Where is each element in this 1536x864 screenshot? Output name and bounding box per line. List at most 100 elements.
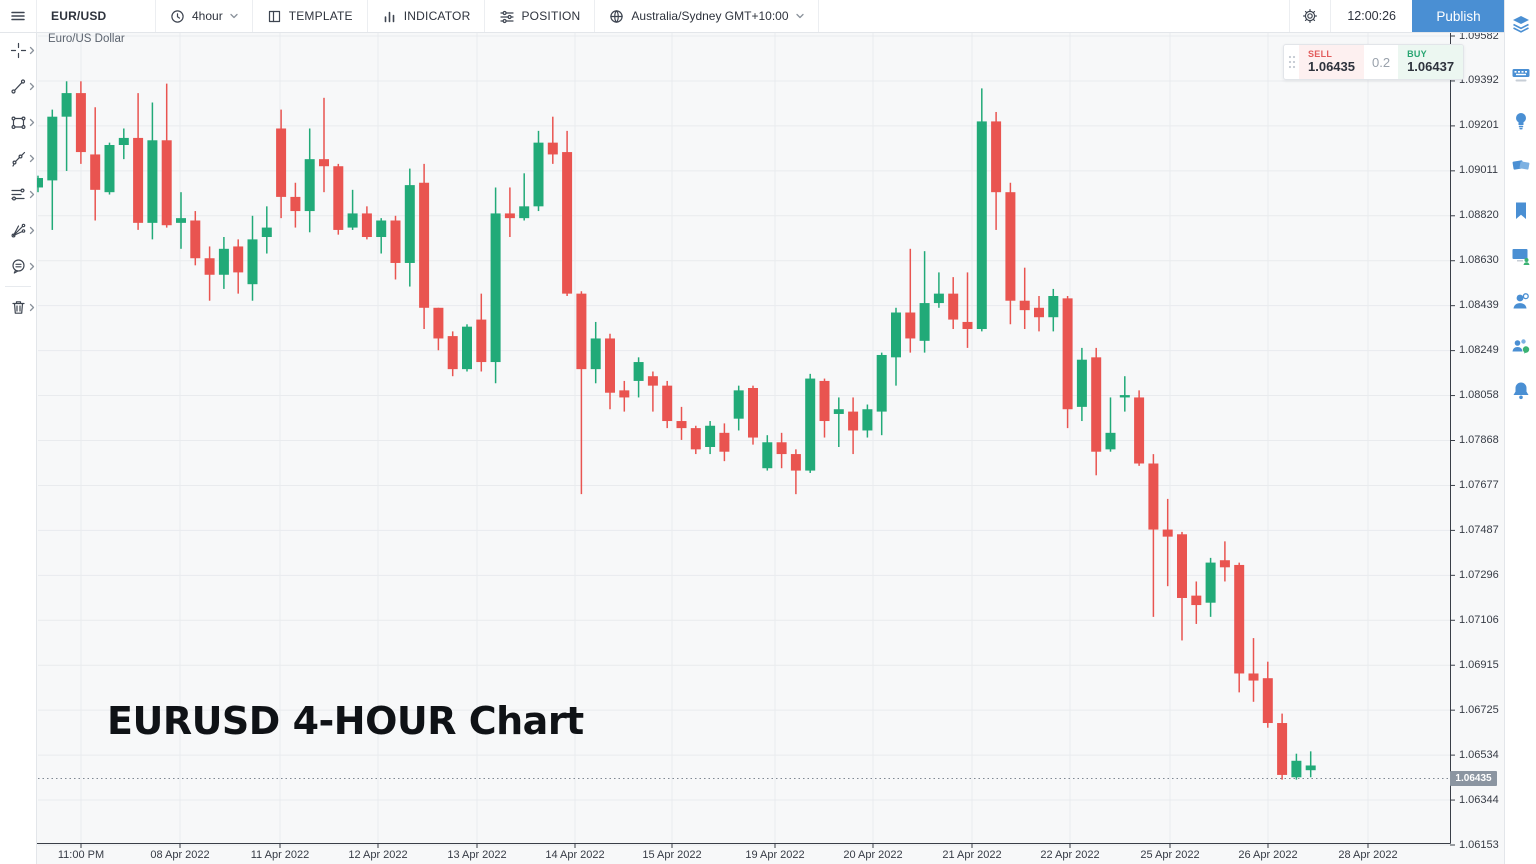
timezone-selector[interactable]: Australia/Sydney GMT+10:00 [595,0,819,32]
symbol-selector[interactable]: EUR/USD [37,0,156,32]
template-button[interactable]: TEMPLATE [252,0,368,32]
gann-fan-icon [10,222,27,239]
chevron-right-icon[interactable] [29,82,35,91]
candle [705,421,716,455]
notifications-button[interactable] [1505,374,1536,408]
position-button[interactable]: POSITION [485,0,596,32]
tool-annotation[interactable] [0,248,36,284]
chevron-right-icon[interactable] [29,118,35,127]
buy-button[interactable]: BUY 1.06437 [1398,45,1464,79]
indicator-bars-icon [382,9,397,24]
current-price-badge: 1.06435 [1450,770,1497,786]
price-axis-label: 1.08820 [1459,209,1499,222]
candle [447,331,458,377]
tool-gann-fan[interactable] [0,212,36,248]
candle [976,88,987,332]
ideas-button[interactable] [1505,104,1536,138]
price-axis-label: 1.07487 [1459,523,1499,536]
trash-icon [10,299,27,316]
tool-fibonacci[interactable] [0,176,36,212]
sell-price: 1.06435 [1308,59,1355,74]
instrument-label: Euro/US Dollar [48,33,125,45]
candle [776,432,787,469]
fibonacci-levels-icon [10,186,27,203]
gear-icon [1302,8,1318,24]
candle [176,192,186,249]
tool-crosshair[interactable] [0,32,36,68]
candle [504,187,515,238]
candle [1062,295,1073,429]
tool-pitchfork[interactable] [0,140,36,176]
main-menu-button[interactable] [0,0,37,32]
candle [1248,638,1259,702]
screen-share-button[interactable] [1505,239,1536,273]
chevron-right-icon[interactable] [29,154,35,163]
tool-delete[interactable] [0,289,36,325]
chevron-down-icon [230,13,238,19]
candle [1148,454,1159,617]
price-axis-label: 1.09392 [1459,74,1499,87]
chevron-right-icon[interactable] [29,303,35,312]
candle [933,272,944,308]
chevron-right-icon[interactable] [29,46,35,55]
clock-icon [170,9,185,24]
tools-divider [5,286,31,287]
price-axis-label: 1.08439 [1459,299,1499,312]
candle [662,380,673,429]
candle [919,251,930,353]
candle [1076,347,1087,422]
time-axis-label: 08 Apr 2022 [150,849,210,861]
community-icon [1511,337,1531,355]
candle [1134,390,1145,466]
chevron-right-icon[interactable] [29,190,35,199]
screen-share-icon [1511,247,1531,266]
candle [1119,376,1130,412]
community-button[interactable] [1505,329,1536,363]
candle [962,272,973,348]
candle [991,111,1002,230]
profile-button[interactable] [1505,284,1536,318]
candle [1019,267,1030,330]
candle [462,324,472,372]
price-axis-label: 1.06153 [1459,838,1499,851]
keyboard-panel-button[interactable] [1505,59,1536,93]
chevron-right-icon[interactable] [29,262,35,271]
publish-button[interactable]: Publish [1412,0,1505,32]
trend-line-icon [10,78,27,95]
candle [948,277,959,330]
candle [1291,753,1302,780]
candle [204,246,215,301]
indicator-button[interactable]: INDICATOR [367,0,486,32]
gallery-button[interactable] [1505,149,1536,183]
candle [419,163,430,330]
candle [605,333,615,410]
candle [433,307,444,351]
timeframe-selector[interactable]: 4hour [156,0,253,32]
globe-icon [609,9,624,24]
bookmark-icon [1513,201,1529,221]
quote-widget: SELL 1.06435 0.2 BUY 1.06437 [1283,44,1465,80]
price-axis-label: 1.09011 [1459,164,1498,177]
plot-background [0,31,1505,864]
quote-drag-handle[interactable] [1284,45,1299,79]
sell-button[interactable]: SELL 1.06435 [1299,45,1364,79]
settings-button[interactable] [1289,0,1331,32]
price-axis-label: 1.08249 [1459,344,1499,357]
candle [790,449,801,495]
tool-trend-line[interactable] [0,68,36,104]
layers-button[interactable] [1505,7,1536,41]
candle [75,81,86,164]
tool-shapes[interactable] [0,104,36,140]
buy-price: 1.06437 [1407,59,1455,74]
candle [361,206,372,240]
bookmarks-button[interactable] [1505,194,1536,228]
time-axis-label: 12 Apr 2022 [348,849,408,861]
candle [1105,397,1116,452]
price-axis-label: 1.06915 [1459,658,1499,671]
candle [733,385,744,431]
candle [261,206,272,254]
chevron-right-icon[interactable] [29,226,35,235]
layers-icon [1511,14,1531,34]
candle [90,107,101,221]
